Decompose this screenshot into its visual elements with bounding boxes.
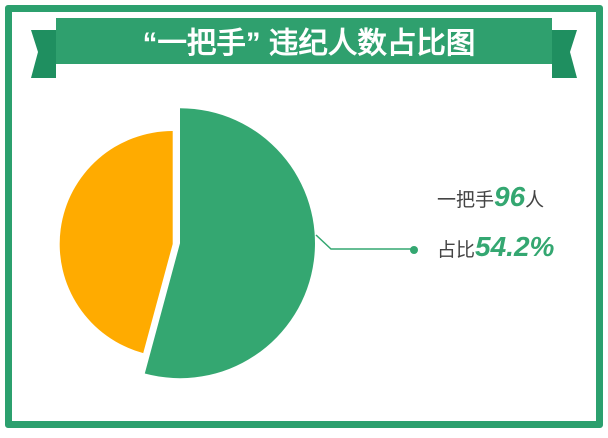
svg-text:占比54.2%: 占比54.2% [437,231,555,262]
svg-text:一把手96人: 一把手96人 [437,181,544,212]
